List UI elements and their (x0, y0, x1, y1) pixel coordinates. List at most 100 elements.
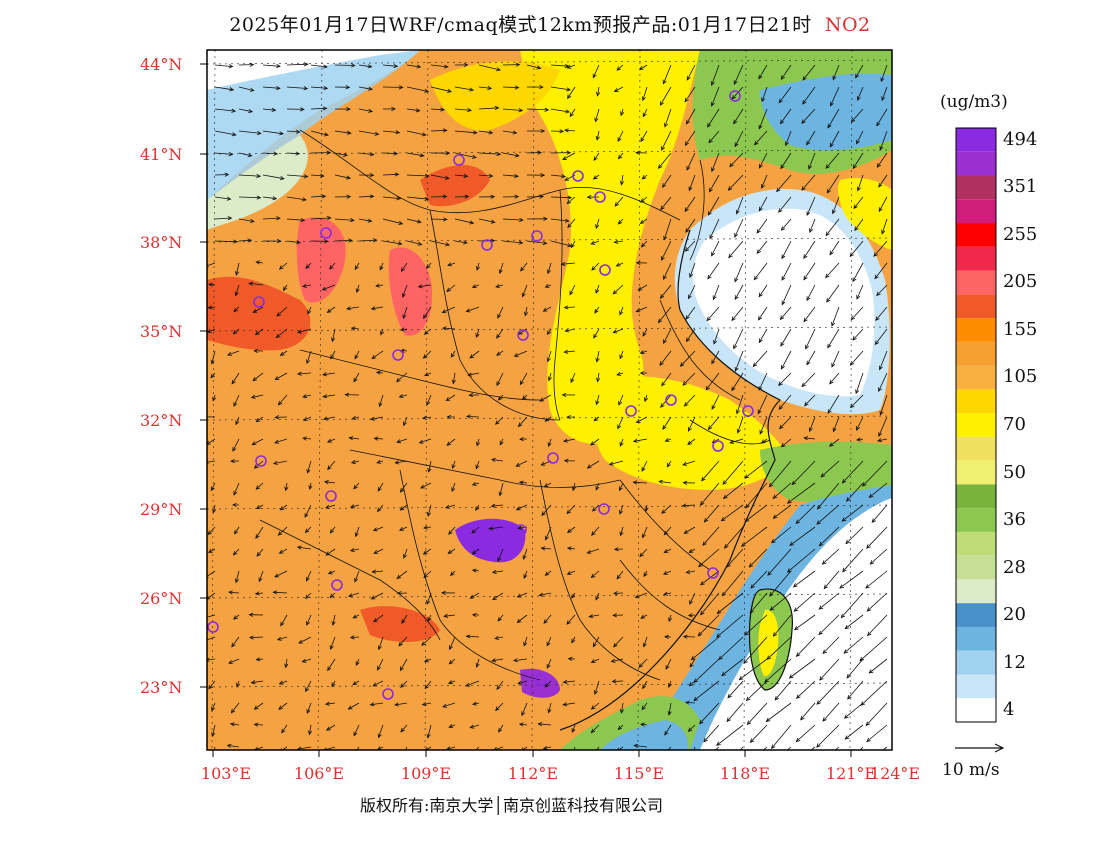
wind-arrow (735, 350, 744, 372)
wind-arrow-head (442, 128, 448, 133)
wind-arrow (633, 481, 648, 484)
wind-arrow-head (417, 241, 423, 246)
wind-arrow-head (322, 416, 328, 421)
wind-arrow-head (566, 414, 571, 420)
wind-arrow-head (202, 616, 206, 619)
wind-arrow-head (398, 641, 403, 647)
wind-arrow-head (829, 250, 834, 256)
colorbar-label: 4 (1003, 699, 1015, 721)
wind-arrow (214, 217, 232, 220)
wind-arrow-head (856, 96, 861, 102)
wind-arrow-head (419, 153, 425, 158)
wind-arrow-head (447, 262, 453, 267)
wind-arrow (424, 658, 432, 662)
wind-arrow-head (663, 548, 669, 553)
wind-arrow (801, 108, 816, 124)
wind-arrow-head (346, 194, 352, 199)
wind-arrow-head (722, 494, 728, 499)
wind-arrow (354, 570, 360, 582)
wind-arrow (791, 460, 816, 485)
wind-arrow-head (496, 685, 501, 690)
wind-arrow (616, 570, 624, 580)
wind-arrow (518, 416, 528, 427)
wind-arrow (660, 284, 672, 299)
wind-arrow (686, 108, 696, 124)
wind-arrow (396, 570, 408, 579)
wind-arrow-head (779, 119, 785, 125)
wind-arrow-head (327, 570, 333, 575)
wind-arrow (662, 416, 672, 430)
wind-arrow (207, 460, 216, 463)
colorbar-label: 494 (1003, 128, 1038, 150)
wind-arrow (382, 130, 400, 133)
wind-arrow (280, 350, 288, 356)
wind-arrow-head (496, 67, 501, 72)
wind-arrow-head (876, 438, 882, 443)
wind-arrow (330, 350, 336, 359)
wind-arrow (502, 174, 519, 177)
wind-arrow-head (247, 238, 253, 243)
wind-arrow (793, 592, 816, 612)
wind-arrow (592, 64, 600, 78)
wind-arrow (737, 416, 744, 434)
wind-arrow (517, 592, 528, 598)
wind-arrow-head (210, 373, 215, 379)
wind-arrow-head (613, 547, 619, 552)
wind-arrow (616, 64, 624, 71)
wind-arrow (496, 680, 504, 690)
wind-arrow (255, 526, 264, 539)
wind-arrow (700, 570, 720, 586)
wind-arrow-head (396, 196, 402, 201)
wind-arrow (713, 284, 720, 300)
wind-arrow-head (868, 493, 874, 498)
wind-arrow-head (619, 180, 625, 186)
wind-arrow (754, 130, 768, 146)
wind-arrow-head (721, 591, 727, 597)
wind-arrow-head (273, 151, 279, 156)
wind-arrow (731, 86, 744, 100)
wind-arrow (442, 702, 456, 708)
wind-arrow-head (663, 275, 667, 281)
wind-arrow-head (498, 727, 503, 733)
wind-arrow (796, 724, 816, 742)
wind-arrow (423, 570, 432, 578)
wind-arrow-head (683, 402, 689, 407)
wind-arrow (546, 636, 552, 646)
wind-arrow (400, 350, 408, 352)
wind-arrow-head (565, 109, 571, 114)
wind-arrow (839, 570, 864, 589)
wind-arrow (778, 86, 792, 103)
wind-arrow-head (423, 658, 429, 663)
wind-arrow-head (284, 663, 289, 669)
wind-arrow (643, 636, 648, 647)
wind-arrow-head (469, 724, 475, 729)
wind-arrow (591, 526, 600, 536)
wind-arrow (324, 481, 336, 484)
wind-arrow (406, 174, 429, 177)
wind-arrow-head (517, 525, 523, 530)
wind-arrow-head (619, 509, 623, 515)
wind-arrow (781, 350, 792, 370)
wind-arrow-head (689, 600, 694, 605)
wind-arrow-head (248, 635, 254, 640)
wind-arrow-head (276, 239, 282, 244)
wind-arrow (614, 240, 624, 243)
wind-arrow-head (809, 228, 814, 233)
wind-arrow-head (467, 372, 473, 377)
colorbar-label: 105 (1003, 366, 1038, 388)
wind-arrow-head (659, 361, 664, 366)
wind-arrow-head (849, 361, 855, 366)
wind-arrow (211, 702, 216, 711)
wind-arrow (643, 570, 648, 577)
wind-arrow (616, 262, 624, 267)
wind-arrow (759, 416, 768, 435)
wind-arrow (778, 196, 792, 213)
wind-arrow (377, 504, 384, 512)
wind-arrow-head (639, 350, 645, 355)
wind-arrow-head (780, 364, 785, 370)
wind-arrow (498, 394, 504, 401)
wind-arrow (618, 218, 624, 225)
wind-arrow-head (756, 249, 761, 255)
wind-arrow (358, 108, 373, 112)
wind-arrow-head (632, 480, 638, 485)
